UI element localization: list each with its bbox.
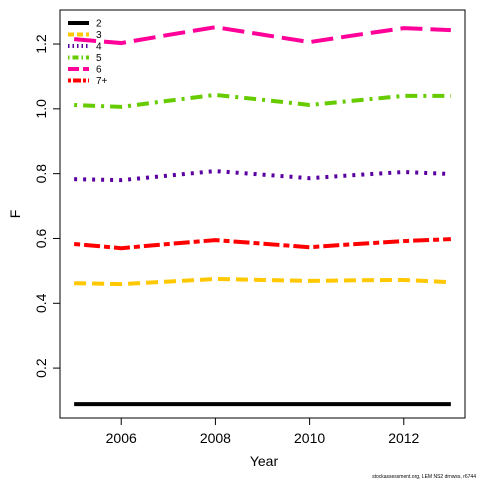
legend-label: 2 bbox=[96, 19, 102, 30]
legend-label: 4 bbox=[96, 42, 102, 53]
x-tick-label: 2008 bbox=[200, 430, 231, 446]
y-axis-label: F bbox=[7, 210, 23, 219]
legend-label: 3 bbox=[96, 30, 102, 41]
legend-label: 6 bbox=[96, 65, 102, 76]
plot-box bbox=[59, 9, 466, 419]
data-line bbox=[73, 25, 451, 46]
y-tick-label: 1.2 bbox=[33, 34, 49, 54]
x-axis-label: Year bbox=[250, 453, 279, 469]
legend-label: 7+ bbox=[96, 76, 108, 87]
data-line bbox=[74, 169, 451, 183]
x-tick-label: 2010 bbox=[294, 430, 325, 446]
legend-label: 5 bbox=[96, 53, 102, 64]
x-tick-label: 2012 bbox=[388, 430, 419, 446]
y-tick-label: 0.6 bbox=[33, 229, 49, 249]
y-tick-label: 0.4 bbox=[33, 293, 49, 313]
y-tick-label: 0.8 bbox=[33, 164, 49, 184]
x-tick-label: 2006 bbox=[106, 430, 137, 446]
footnote: stockassessment.org, LEM NS2 drnwss, r67… bbox=[372, 474, 476, 480]
data-line bbox=[74, 276, 451, 287]
y-tick-label: 0.2 bbox=[33, 358, 49, 378]
data-line bbox=[74, 92, 451, 109]
y-tick-label: 1.0 bbox=[33, 99, 49, 119]
data-line bbox=[73, 237, 451, 251]
